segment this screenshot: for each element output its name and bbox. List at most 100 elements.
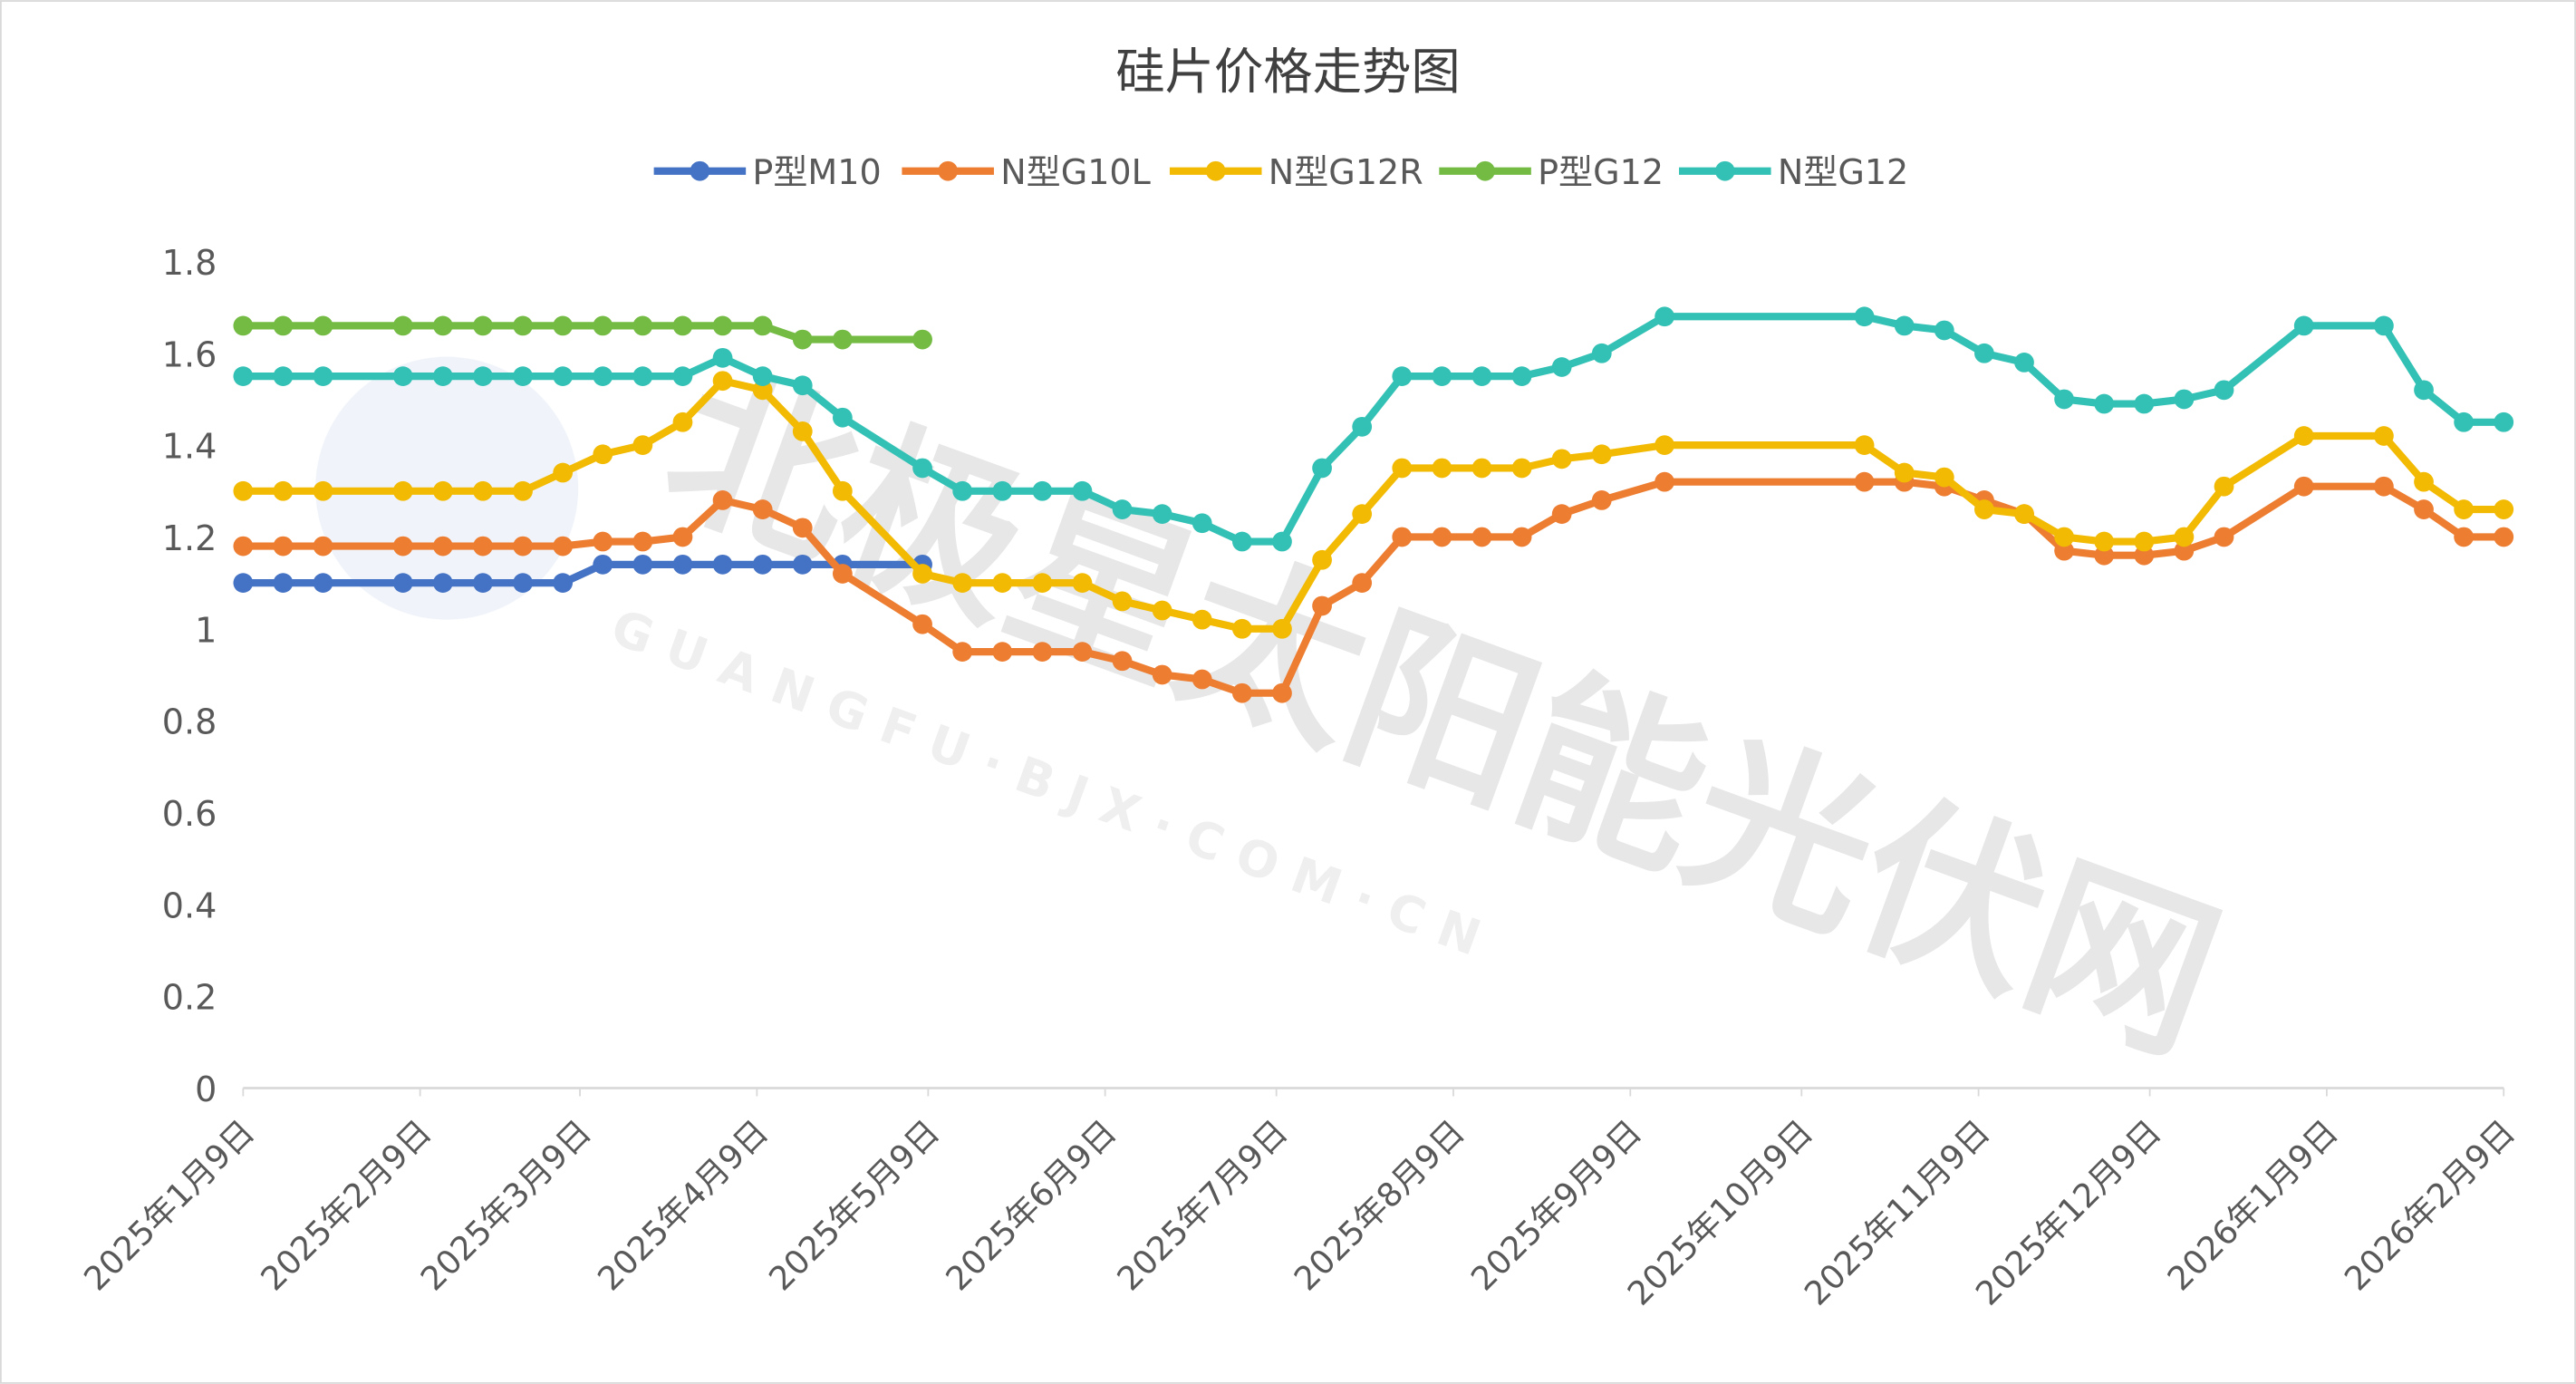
- legend-item[interactable]: P型M10: [653, 152, 882, 192]
- data-point[interactable]: [1551, 357, 1572, 377]
- data-point[interactable]: [233, 366, 254, 387]
- data-point[interactable]: [792, 375, 813, 396]
- data-point[interactable]: [1655, 306, 1674, 327]
- data-point[interactable]: [1471, 458, 1492, 479]
- data-point[interactable]: [1272, 618, 1292, 639]
- data-point[interactable]: [2293, 476, 2314, 497]
- data-point[interactable]: [2174, 540, 2195, 561]
- data-point[interactable]: [1655, 435, 1674, 456]
- data-point[interactable]: [1112, 651, 1133, 672]
- data-point[interactable]: [912, 458, 932, 479]
- data-point[interactable]: [273, 315, 294, 336]
- data-point[interactable]: [1312, 595, 1332, 616]
- data-point[interactable]: [2214, 380, 2234, 401]
- data-point[interactable]: [1152, 504, 1172, 525]
- data-point[interactable]: [1471, 366, 1492, 387]
- data-point[interactable]: [1511, 458, 1532, 479]
- data-point[interactable]: [273, 480, 294, 501]
- legend-item[interactable]: N型G12: [1679, 152, 1908, 192]
- data-point[interactable]: [593, 554, 613, 575]
- data-point[interactable]: [513, 573, 533, 594]
- data-point[interactable]: [2374, 476, 2394, 497]
- data-point[interactable]: [1152, 600, 1172, 621]
- data-point[interactable]: [2054, 527, 2074, 547]
- legend-item[interactable]: N型G10L: [902, 152, 1151, 192]
- data-point[interactable]: [1934, 467, 1954, 488]
- data-point[interactable]: [2174, 389, 2195, 410]
- data-point[interactable]: [2014, 504, 2034, 525]
- data-point[interactable]: [313, 573, 333, 594]
- data-point[interactable]: [1432, 458, 1452, 479]
- data-point[interactable]: [1894, 462, 1915, 483]
- data-point[interactable]: [1974, 499, 1994, 519]
- data-point[interactable]: [712, 490, 733, 510]
- data-point[interactable]: [792, 329, 813, 350]
- data-point[interactable]: [1152, 664, 1172, 685]
- data-point[interactable]: [1894, 315, 1915, 336]
- data-point[interactable]: [752, 499, 773, 519]
- data-point[interactable]: [2494, 411, 2514, 432]
- data-point[interactable]: [1432, 366, 1452, 387]
- data-point[interactable]: [712, 315, 733, 336]
- legend-item[interactable]: P型G12: [1439, 152, 1664, 192]
- data-point[interactable]: [1192, 609, 1212, 630]
- data-point[interactable]: [1854, 306, 1875, 327]
- data-point[interactable]: [632, 435, 653, 456]
- data-point[interactable]: [473, 573, 493, 594]
- data-point[interactable]: [832, 564, 853, 584]
- data-point[interactable]: [2134, 393, 2155, 414]
- data-point[interactable]: [792, 554, 813, 575]
- data-point[interactable]: [1352, 504, 1373, 525]
- data-point[interactable]: [1112, 591, 1133, 612]
- data-point[interactable]: [672, 554, 693, 575]
- data-point[interactable]: [473, 480, 493, 501]
- data-point[interactable]: [1854, 471, 1875, 492]
- data-point[interactable]: [792, 421, 813, 441]
- data-point[interactable]: [1231, 618, 1252, 639]
- data-point[interactable]: [2293, 315, 2314, 336]
- data-point[interactable]: [2414, 499, 2434, 519]
- data-point[interactable]: [992, 573, 1013, 594]
- data-point[interactable]: [632, 315, 653, 336]
- data-point[interactable]: [712, 554, 733, 575]
- data-point[interactable]: [392, 315, 413, 336]
- data-point[interactable]: [712, 347, 733, 368]
- data-point[interactable]: [832, 329, 853, 350]
- data-point[interactable]: [1392, 366, 1413, 387]
- data-point[interactable]: [1392, 527, 1413, 547]
- data-point[interactable]: [473, 366, 493, 387]
- data-point[interactable]: [392, 366, 413, 387]
- data-point[interactable]: [1192, 669, 1212, 690]
- data-point[interactable]: [1231, 531, 1252, 552]
- data-point[interactable]: [2454, 411, 2474, 432]
- data-point[interactable]: [1072, 642, 1093, 663]
- data-point[interactable]: [672, 527, 693, 547]
- data-point[interactable]: [1974, 343, 1994, 363]
- data-point[interactable]: [313, 366, 333, 387]
- data-point[interactable]: [2494, 499, 2514, 519]
- data-point[interactable]: [1352, 573, 1373, 594]
- data-point[interactable]: [2374, 315, 2394, 336]
- data-point[interactable]: [712, 371, 733, 392]
- data-point[interactable]: [912, 329, 932, 350]
- data-point[interactable]: [273, 536, 294, 557]
- data-point[interactable]: [752, 315, 773, 336]
- data-point[interactable]: [1934, 320, 1954, 341]
- data-point[interactable]: [1032, 480, 1053, 501]
- data-point[interactable]: [992, 642, 1013, 663]
- data-point[interactable]: [1551, 504, 1572, 525]
- data-point[interactable]: [593, 366, 613, 387]
- data-point[interactable]: [2174, 527, 2195, 547]
- data-point[interactable]: [1854, 435, 1875, 456]
- data-point[interactable]: [313, 536, 333, 557]
- data-point[interactable]: [2494, 527, 2514, 547]
- data-point[interactable]: [632, 554, 653, 575]
- data-point[interactable]: [1471, 527, 1492, 547]
- data-point[interactable]: [1312, 549, 1332, 570]
- data-point[interactable]: [1352, 416, 1373, 437]
- data-point[interactable]: [832, 407, 853, 428]
- data-point[interactable]: [432, 480, 453, 501]
- data-point[interactable]: [1591, 343, 1612, 363]
- data-point[interactable]: [553, 573, 574, 594]
- data-point[interactable]: [2094, 393, 2115, 414]
